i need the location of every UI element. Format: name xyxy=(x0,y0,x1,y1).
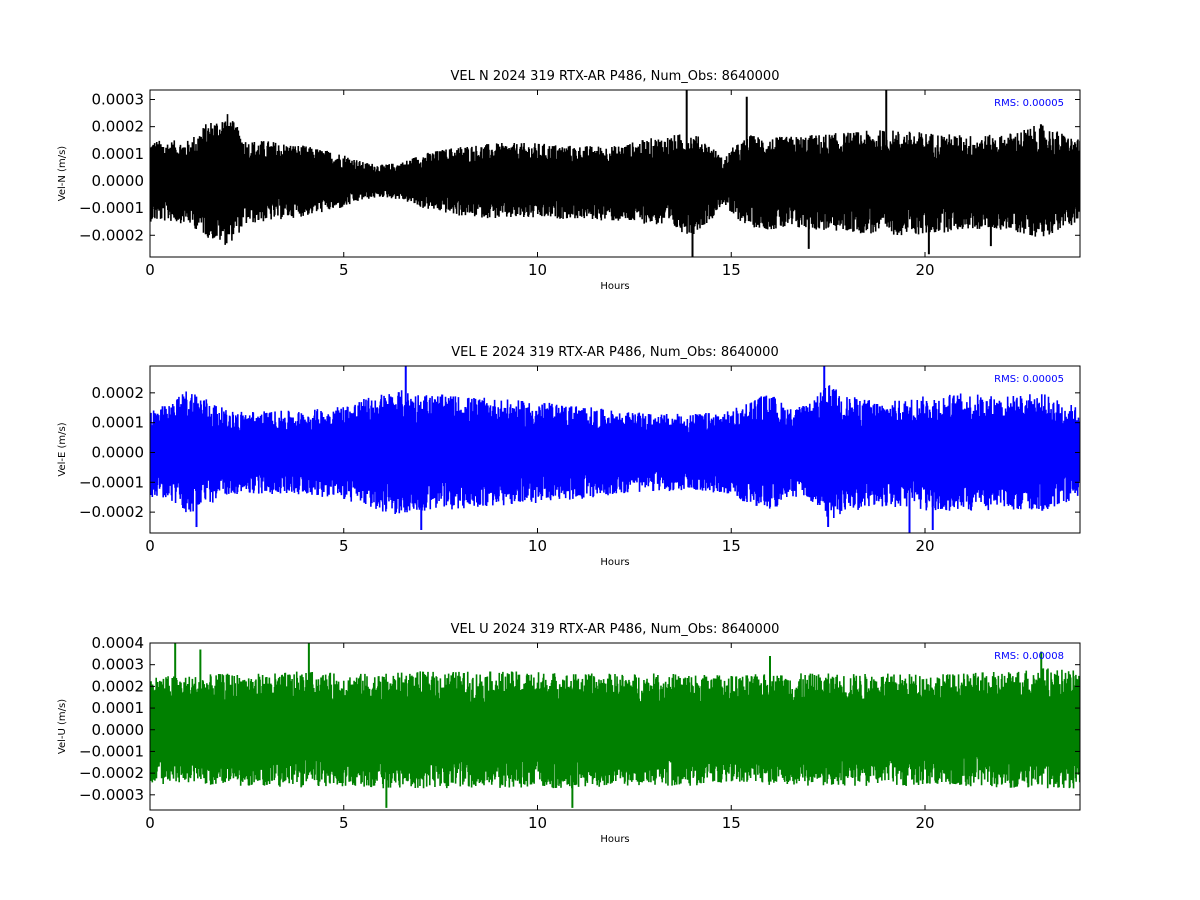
x-tick-label: 5 xyxy=(339,537,349,555)
rms-annotation: RMS: 0.00008 xyxy=(994,651,1064,662)
y-tick-label: 0.0001 xyxy=(92,414,145,432)
x-tick-label: 10 xyxy=(528,261,547,279)
y-tick-label: −0.0001 xyxy=(79,473,144,491)
y-axis-label: Vel-E (m/s) xyxy=(57,422,68,476)
x-tick-label: 10 xyxy=(528,814,547,832)
series-Vel-N (m/s) xyxy=(150,90,1080,257)
x-tick-label: 15 xyxy=(722,261,741,279)
x-tick-label: 0 xyxy=(145,261,155,279)
y-tick-label: 0.0004 xyxy=(92,634,145,652)
y-tick-label: −0.0002 xyxy=(79,226,144,244)
chart-title: VEL N 2024 319 RTX-AR P486, Num_Obs: 864… xyxy=(451,69,780,84)
y-tick-label: 0.0000 xyxy=(92,443,145,461)
series-line xyxy=(150,114,1080,245)
x-axis-label: Hours xyxy=(600,834,629,845)
y-tick-label: 0.0001 xyxy=(92,699,145,717)
chart-panel-2: 0 5 10 15 20 −0.0002 −0.0001 0.0000 0.0001 0.0002… xyxy=(57,345,1081,568)
y-tick-label: 0.0002 xyxy=(92,118,145,136)
y-tick-label: 0.0003 xyxy=(92,656,145,674)
y-tick-label: 0.0002 xyxy=(92,384,145,402)
rms-annotation: RMS: 0.00005 xyxy=(994,374,1064,385)
y-axis-label: Vel-U (m/s) xyxy=(57,699,68,754)
x-tick-label: 20 xyxy=(915,814,934,832)
x-axis-label: Hours xyxy=(600,281,629,292)
y-tick-label: −0.0003 xyxy=(79,786,144,804)
series-line xyxy=(150,385,1080,518)
plot-frame xyxy=(149,89,1081,258)
x-tick-label: 15 xyxy=(722,814,741,832)
y-tick-label: 0.0000 xyxy=(92,172,145,190)
y-tick-label: −0.0002 xyxy=(79,503,144,521)
x-tick-label: 0 xyxy=(145,814,155,832)
series-Vel-E (m/s) xyxy=(150,366,1080,533)
chart-title: VEL E 2024 319 RTX-AR P486, Num_Obs: 864… xyxy=(451,345,778,360)
x-tick-label: 20 xyxy=(915,537,934,555)
plot-frame xyxy=(149,365,1081,534)
rms-annotation: RMS: 0.00005 xyxy=(994,98,1064,109)
plot-frame xyxy=(149,642,1081,811)
x-axis-label: Hours xyxy=(600,557,629,568)
series-Vel-U (m/s) xyxy=(150,643,1080,808)
y-tick-label: 0.0001 xyxy=(92,145,145,163)
chart-panel-1: 0 5 10 15 20 −0.0002 −0.0001 0.0000 0.0001 0.0002… xyxy=(57,69,1081,292)
x-tick-label: 15 xyxy=(722,537,741,555)
y-tick-label: −0.0002 xyxy=(79,764,144,782)
x-tick-label: 5 xyxy=(339,261,349,279)
x-tick-label: 5 xyxy=(339,814,349,832)
y-tick-label: 0.0000 xyxy=(92,721,145,739)
y-tick-label: −0.0001 xyxy=(79,742,144,760)
x-tick-label: 10 xyxy=(528,537,547,555)
y-tick-label: 0.0003 xyxy=(92,91,145,109)
y-axis-label: Vel-N (m/s) xyxy=(57,146,68,201)
y-tick-label: −0.0001 xyxy=(79,199,144,217)
chart-panel-3: 0 5 10 15 20 −0.0003 −0.0002 −0.0001 0.0000 0.000… xyxy=(57,622,1081,845)
x-tick-label: 20 xyxy=(915,261,934,279)
chart-title: VEL U 2024 319 RTX-AR P486, Num_Obs: 864… xyxy=(451,622,780,637)
x-tick-label: 0 xyxy=(145,537,155,555)
y-tick-label: 0.0002 xyxy=(92,677,145,695)
series-line xyxy=(150,668,1080,789)
